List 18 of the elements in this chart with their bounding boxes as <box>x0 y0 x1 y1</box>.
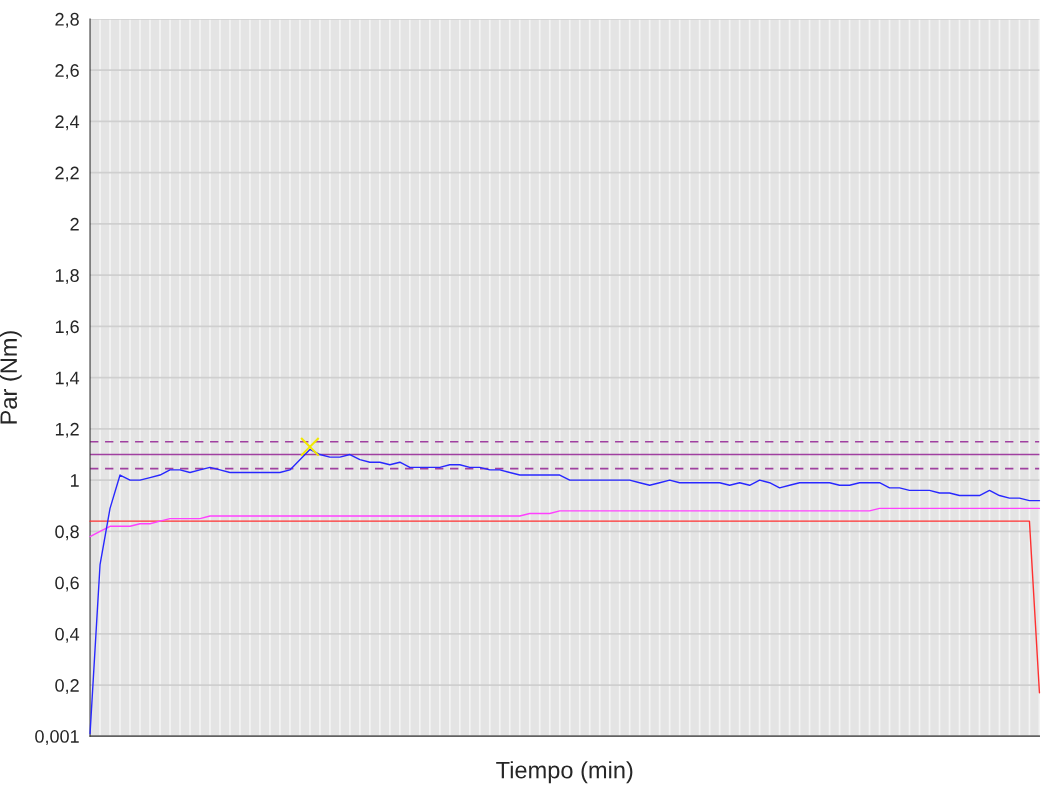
y-tick-label: 0,6 <box>55 576 79 592</box>
y-tick-label: 2,4 <box>55 115 80 131</box>
y-tick-label: 1,4 <box>55 371 80 387</box>
y-tick-label: 0,8 <box>55 525 79 541</box>
y-tick-label: 1 <box>70 474 79 487</box>
y-axis-title: Par (Nm) <box>0 331 22 424</box>
y-tick-label: 1,2 <box>55 422 79 438</box>
y-tick-label: 0,4 <box>55 627 80 643</box>
y-tick-label: 1,6 <box>55 320 79 336</box>
y-tick-label: 2,8 <box>55 12 79 28</box>
x-axis-title: Tiempo (min) <box>496 761 633 784</box>
y-tick-label: 2 <box>70 217 79 231</box>
y-tick-label: 2,2 <box>55 166 79 182</box>
y-tick-label: 0,001 <box>35 730 79 745</box>
y-tick-label: 1,8 <box>55 269 79 285</box>
y-tick-label: 2,6 <box>55 64 79 80</box>
y-tick-label: 0,2 <box>55 679 79 694</box>
line-series <box>89 507 1041 538</box>
